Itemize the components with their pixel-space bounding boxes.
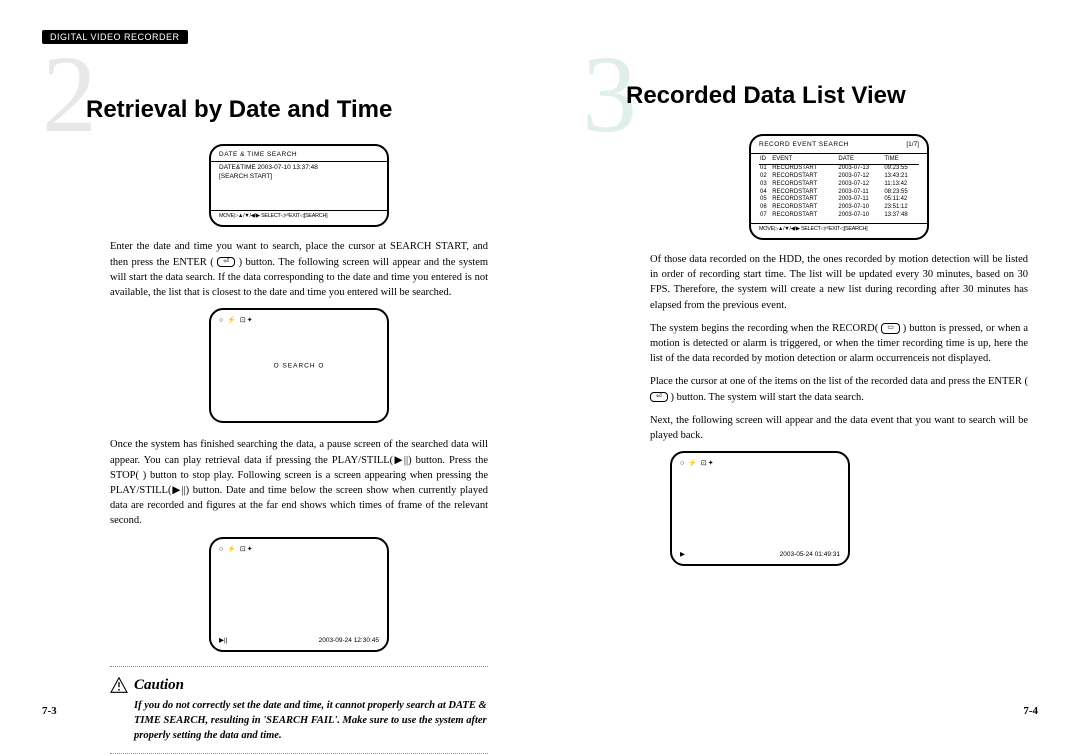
cell: 09:23:55	[883, 165, 919, 173]
screen-timestamp: 2003-09-24 12:30:45	[319, 637, 379, 644]
enter-icon: ⏎	[650, 392, 668, 402]
paragraph: Enter the date and time you want to sear…	[110, 239, 488, 300]
cell: 08:23:55	[883, 189, 919, 197]
warning-icon	[110, 677, 128, 693]
cell: RECORDSTART	[771, 165, 837, 173]
cell: 05	[759, 196, 771, 204]
cell: RECORDSTART	[771, 196, 837, 204]
col-event: EVENT	[771, 156, 837, 164]
record-icon: ▭	[881, 323, 900, 333]
osd-date-time-search: DATE & TIME SEARCH DATE&TIME 2003-07-10 …	[209, 144, 389, 227]
cell: 23:51:12	[883, 204, 919, 212]
page-number: 7-3	[42, 705, 57, 717]
cell: 11:13:42	[883, 181, 919, 189]
cell: 2003-07-13	[837, 165, 883, 173]
cell: 02	[759, 173, 771, 181]
cell: RECORDSTART	[771, 204, 837, 212]
col-id: ID	[759, 156, 771, 164]
cell: 06	[759, 204, 771, 212]
cell: 2003-07-11	[837, 196, 883, 204]
cell: 2003-07-11	[837, 189, 883, 197]
play-icon: ▶	[680, 550, 685, 558]
text-run: The system begins the recording when the…	[650, 323, 878, 334]
screen-timestamp: 2003-05-24 01:49:31	[780, 551, 840, 558]
play-icon: ▶||	[219, 636, 227, 644]
screen-search-label: O SEARCH O	[274, 362, 325, 369]
osd-title: RECORD EVENT SEARCH	[759, 141, 849, 149]
paragraph: The system begins the recording when the…	[650, 321, 1028, 367]
cell: 05:11:42	[883, 196, 919, 204]
cell: 04	[759, 189, 771, 197]
cell: RECORDSTART	[771, 189, 837, 197]
osd-record-event-search: RECORD EVENT SEARCH [1/7] ID EVENT DATE …	[749, 134, 929, 240]
cell: RECORDSTART	[771, 212, 837, 220]
section-number: 2	[42, 50, 97, 138]
caution-box: Caution If you do not correctly set the …	[110, 666, 488, 754]
caution-label: Caution	[134, 677, 184, 694]
col-time: TIME	[883, 156, 919, 164]
osd-line: DATE&TIME 2003-07-10 13:37:48	[219, 164, 379, 172]
screen-status-icons: ○ ⚡ ⊡✦	[219, 545, 254, 553]
page-number: 7-4	[1023, 705, 1038, 717]
paragraph: Next, the following screen will appear a…	[650, 413, 1028, 443]
text-run: ) button. The system will start the data…	[671, 392, 864, 403]
cell: 07	[759, 212, 771, 220]
section-title: Retrieval by Date and Time	[86, 96, 498, 124]
search-progress-screen: ○ ⚡ ⊡✦ O SEARCH O	[209, 308, 389, 423]
playback-screen: ○ ⚡ ⊡✦ ▶|| 2003-09-24 12:30:45	[209, 537, 389, 652]
osd-footer: MOVE▷▲/▼/◀/▶ SELECT◁⏎EXIT◁[SEARCH]	[211, 210, 387, 220]
cell: 01	[759, 165, 771, 173]
screen-status-icons: ○ ⚡ ⊡✦	[219, 316, 254, 324]
text-run: Place the cursor at one of the items on …	[650, 376, 1028, 387]
caution-text: If you do not correctly set the date and…	[110, 698, 488, 744]
cell: RECORDSTART	[771, 173, 837, 181]
cell: RECORDSTART	[771, 181, 837, 189]
col-date: DATE	[837, 156, 883, 164]
section-title: Recorded Data List View	[626, 82, 1038, 110]
paragraph: Once the system has finished searching t…	[110, 437, 488, 528]
paragraph: Of those data recorded on the HDD, the o…	[650, 252, 1028, 313]
osd-page-indicator: [1/7]	[906, 141, 919, 151]
playback-screen: ○ ⚡ ⊡✦ ▶ 2003-05-24 01:49:31	[670, 451, 850, 566]
cell: 13:43:21	[883, 173, 919, 181]
cell: 2003-07-10	[837, 204, 883, 212]
paragraph: Place the cursor at one of the items on …	[650, 374, 1028, 404]
enter-icon: ⏎	[217, 257, 235, 267]
cell: 03	[759, 181, 771, 189]
osd-title: DATE & TIME SEARCH	[219, 151, 379, 159]
osd-footer: MOVE▷▲/▼/◀/▶ SELECT◁⏎EXIT◁[SEARCH]	[751, 223, 927, 233]
cell: 2003-07-12	[837, 173, 883, 181]
cell: 13:37:48	[883, 212, 919, 220]
cell: 2003-07-12	[837, 181, 883, 189]
osd-line: [SEARCH START]	[219, 173, 379, 181]
screen-status-icons: ○ ⚡ ⊡✦	[680, 459, 715, 467]
cell: 2003-07-10	[837, 212, 883, 220]
